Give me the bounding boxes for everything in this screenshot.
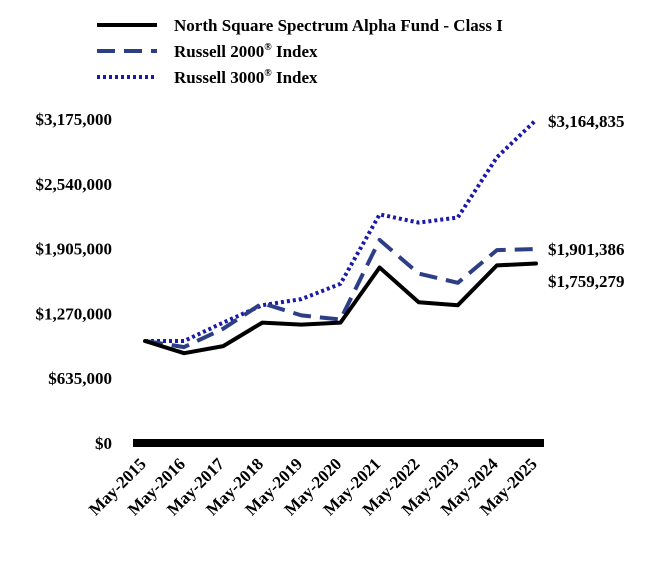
y-tick-label: $3,175,000 [36, 110, 113, 129]
end-labels: $1,759,279 $1,901,386 $3,164,835 [548, 112, 625, 291]
y-tick-label: $2,540,000 [36, 175, 113, 194]
end-value-label-1: $1,759,279 [548, 272, 625, 291]
end-value-label-2: $1,901,386 [548, 240, 625, 259]
legend: North Square Spectrum Alpha Fund - Class… [97, 16, 503, 87]
y-axis: $0 $635,000 $1,270,000 $1,905,000 $2,540,000… [36, 110, 113, 453]
x-axis: May-2015May-2016May-2017May-2018May-2019… [85, 439, 544, 519]
series-line-3 [145, 118, 538, 343]
legend-label-2: Russell 2000® Index [174, 42, 318, 61]
series-lines [143, 118, 538, 356]
legend-label-1: North Square Spectrum Alpha Fund - Class… [174, 16, 503, 35]
y-tick-label: $0 [95, 434, 112, 453]
series-line-2 [144, 237, 537, 350]
end-value-label-3: $3,164,835 [548, 112, 625, 131]
y-tick-label: $1,905,000 [36, 240, 113, 259]
y-tick-label: $1,270,000 [36, 304, 113, 323]
legend-label-3: Russell 3000® Index [174, 68, 318, 87]
x-axis-line [133, 439, 544, 447]
y-tick-label: $635,000 [48, 369, 112, 388]
series-line-1 [143, 261, 538, 356]
